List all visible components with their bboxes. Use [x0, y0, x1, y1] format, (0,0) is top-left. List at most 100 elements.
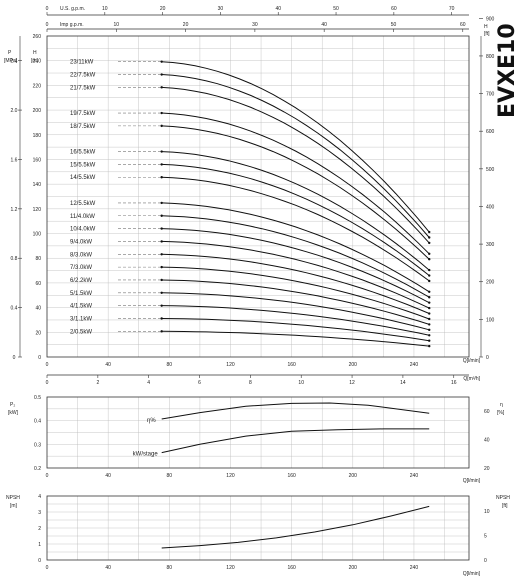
curve-end-point [428, 328, 431, 332]
curve-end-point [428, 344, 431, 348]
imp-gpm-tick-label: 30 [252, 22, 258, 28]
npsh-m-tick-label: 0 [38, 558, 41, 564]
pressure-tick-label: 2.0 [11, 108, 18, 114]
curve-label: 2/0.5kW [70, 329, 92, 335]
flow-tick-label: 40 [105, 565, 111, 571]
curve-start-point [160, 253, 163, 256]
flow-tick-label: 160 [287, 565, 296, 571]
flow-tick-label: 160 [287, 473, 296, 479]
head-m-tick-label: 160 [33, 157, 42, 163]
power-tick-label: 0.2 [34, 466, 41, 472]
curve-start-point [160, 317, 163, 320]
us-gpm-tick-label: 0 [46, 6, 49, 12]
npsh-ft-tick-label: 5 [484, 534, 487, 540]
us-gpm-tick-label: 60 [391, 6, 397, 12]
curve-label: 3/1.1kW [70, 316, 92, 322]
flow-tick-label: 80 [167, 473, 173, 479]
curve-end-point [428, 339, 431, 342]
flow-tick-label: 120 [226, 473, 235, 479]
imp-gpm-tick-label: 40 [321, 22, 327, 28]
head-m-tick-label: 20 [35, 330, 41, 336]
flow-axis-label: Q[l/min] [463, 571, 481, 577]
curve-end-point [428, 301, 431, 304]
imp-gpm-axis-label: Imp g.p.m. [60, 22, 84, 28]
head-m-tick-label: 200 [33, 108, 42, 114]
head-curve [161, 215, 430, 298]
curve-end-point [428, 241, 431, 245]
head-curve [161, 279, 430, 325]
head-ft-tick-label: 700 [486, 92, 495, 98]
imp-gpm-tick-label: 20 [183, 22, 189, 28]
flow-tick-label: 0 [46, 565, 49, 571]
curve-start-point [160, 240, 163, 243]
flow-axis-label: Q[l/min] [463, 478, 481, 484]
head-curve [161, 112, 430, 255]
curve-end-point [428, 306, 431, 310]
head-m-tick-label: 60 [35, 281, 41, 287]
efficiency-line [161, 402, 430, 420]
head-curve [161, 292, 430, 331]
efficiency-tick-label: 60 [484, 409, 490, 415]
curve-label: 19/7.5kW [70, 111, 96, 117]
head-m-tick-label: 100 [33, 232, 42, 238]
flow-tick-label: 200 [349, 473, 358, 479]
m3h-tick-label: 4 [147, 380, 150, 386]
head-curve [161, 202, 430, 293]
m3h-tick-label: 14 [400, 380, 406, 386]
flow-tick-label: 120 [226, 565, 235, 571]
power-tick-label: 0.4 [34, 419, 41, 425]
pressure-tick-label: 0 [13, 355, 16, 361]
curve-label: 15/5.5kW [70, 162, 96, 168]
us-gpm-tick-label: 50 [333, 6, 339, 12]
head-ft-tick-label: 100 [486, 317, 495, 323]
head-curve [161, 266, 430, 320]
power-axis-label: P₂ [10, 402, 15, 408]
head-m-tick-label: 0 [38, 355, 41, 361]
npsh-m-tick-label: 3 [38, 510, 41, 516]
head-curve [161, 61, 430, 233]
curve-start-point [160, 291, 163, 294]
curve-label: 16/5.5kW [70, 150, 96, 156]
lmin-tick-label: 240 [410, 362, 419, 368]
head-curve [161, 305, 430, 336]
curve-end-point [428, 312, 431, 315]
lmin-tick-label: 0 [46, 362, 49, 368]
curve-label: 6/2.2kW [70, 278, 92, 284]
m3h-axis-label: Q[m³/h] [463, 376, 480, 382]
m3h-tick-label: 12 [349, 380, 355, 386]
pressure-tick-label: 2.4 [11, 59, 18, 65]
chart-title: EVXE10 [495, 23, 520, 118]
head-m-tick-label: 240 [33, 59, 42, 65]
m3h-tick-label: 0 [46, 380, 49, 386]
pressure-axis-label: P [8, 50, 12, 56]
curve-label: 12/5.5kW [70, 201, 96, 207]
head-ft-tick-label: 900 [486, 16, 495, 22]
efficiency-series-label: η% [147, 418, 156, 424]
curve-end-point [428, 323, 431, 326]
power-tick-label: 0.3 [34, 442, 41, 448]
us-gpm-axis-label: U.S. g.p.m. [60, 6, 85, 12]
m3h-tick-label: 10 [298, 380, 304, 386]
curve-end-point [428, 296, 431, 299]
efficiency-axis-label: η [500, 402, 503, 408]
curve-label: 7/3.0kW [70, 265, 92, 271]
curve-start-point [160, 86, 163, 89]
curve-label: 23/11kW [70, 60, 94, 66]
head-curve [161, 330, 430, 347]
curve-start-point [160, 304, 163, 307]
head-curve [161, 253, 430, 314]
head-m-tick-label: 80 [35, 256, 41, 262]
us-gpm-tick-label: 30 [218, 6, 224, 12]
head-m-tick-label: 260 [33, 34, 42, 40]
power-tick-label: 0.5 [34, 395, 41, 401]
head-m-tick-label: 140 [33, 182, 42, 188]
curve-label: 4/1.5kW [70, 304, 92, 310]
head-curve [161, 86, 430, 244]
curve-end-point [428, 252, 431, 255]
npsh-ft-axis-label: NPSH [496, 495, 510, 501]
curve-label: 8/3.0kW [70, 252, 92, 258]
head-ft-axis-label: H [484, 24, 488, 30]
curve-start-point [160, 150, 163, 153]
m3h-tick-label: 16 [451, 380, 457, 386]
pressure-tick-label: 0.4 [11, 306, 18, 312]
